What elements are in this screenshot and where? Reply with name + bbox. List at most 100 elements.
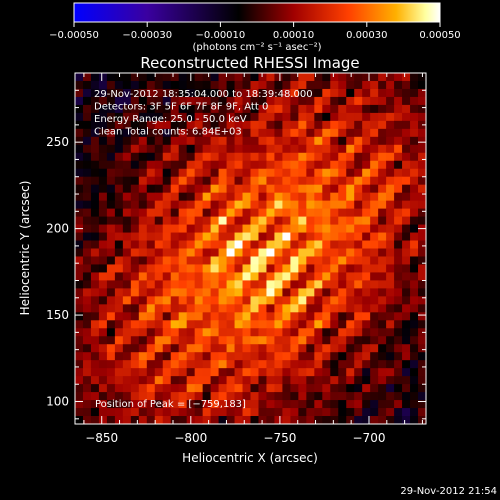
heatmap-pixel bbox=[202, 264, 212, 273]
heatmap-pixel bbox=[122, 80, 132, 90]
heatmap-pixel bbox=[322, 376, 331, 385]
heatmap-pixel bbox=[418, 392, 426, 401]
heatmap-pixel bbox=[346, 152, 355, 162]
heatmap-pixel bbox=[338, 192, 347, 202]
heatmap-pixel bbox=[162, 176, 172, 186]
heatmap-pixel bbox=[258, 320, 267, 329]
heatmap-pixel bbox=[106, 168, 116, 178]
heatmap-pixel bbox=[122, 368, 132, 377]
heatmap-pixel bbox=[394, 160, 403, 170]
heatmap-pixel bbox=[202, 376, 212, 385]
heatmap-pixel bbox=[242, 376, 251, 385]
heatmap-pixel bbox=[370, 216, 379, 226]
heatmap-pixel bbox=[346, 416, 355, 424]
heatmap-pixel bbox=[306, 280, 315, 289]
heatmap-pixel bbox=[226, 160, 236, 170]
heatmap-pixel bbox=[258, 288, 267, 297]
heatmap-pixel bbox=[346, 176, 355, 186]
heatmap-pixel bbox=[234, 208, 244, 218]
heatmap-pixel bbox=[410, 272, 419, 281]
heatmap-pixel bbox=[226, 400, 236, 409]
heatmap-pixel bbox=[282, 272, 291, 281]
heatmap-pixel bbox=[354, 248, 363, 257]
heatmap-pixel bbox=[178, 304, 188, 313]
heatmap-pixel bbox=[338, 408, 347, 417]
heatmap-pixel bbox=[218, 360, 228, 369]
heatmap-pixel bbox=[378, 328, 387, 337]
heatmap-pixel bbox=[330, 328, 339, 337]
heatmap-pixel bbox=[378, 352, 387, 361]
heatmap-pixel bbox=[330, 248, 339, 257]
heatmap-pixel bbox=[178, 80, 188, 90]
heatmap-pixel bbox=[338, 328, 347, 337]
heatmap-pixel bbox=[282, 336, 291, 345]
heatmap-pixel bbox=[122, 264, 132, 273]
heatmap-pixel bbox=[114, 264, 124, 273]
heatmap-pixel bbox=[202, 272, 212, 281]
heatmap-pixel bbox=[394, 80, 403, 90]
heatmap-pixel bbox=[154, 144, 164, 154]
heatmap-pixel bbox=[210, 392, 220, 401]
heatmap-pixel bbox=[82, 352, 92, 361]
heatmap-pixel bbox=[354, 176, 363, 186]
heatmap-pixel bbox=[170, 248, 180, 257]
heatmap-pixel bbox=[314, 280, 323, 289]
heatmap-pixel bbox=[290, 200, 299, 210]
heatmap-pixel bbox=[234, 104, 244, 114]
heatmap-pixel bbox=[354, 272, 363, 281]
x-tick-label: −750 bbox=[263, 431, 296, 445]
heatmap-pixel bbox=[194, 248, 204, 257]
heatmap-pixel bbox=[234, 232, 244, 242]
heatmap-pixel bbox=[250, 224, 259, 234]
heatmap-pixel bbox=[130, 248, 140, 257]
heatmap-pixel bbox=[75, 344, 84, 353]
heatmap-pixel bbox=[258, 384, 267, 393]
heatmap-pixel bbox=[90, 320, 100, 329]
heatmap-pixel bbox=[418, 296, 426, 305]
heatmap-pixel bbox=[234, 73, 244, 82]
heatmap-pixel bbox=[290, 248, 299, 257]
heatmap-pixel bbox=[354, 184, 363, 194]
heatmap-pixel bbox=[186, 104, 196, 114]
heatmap-pixel bbox=[186, 176, 196, 186]
heatmap-pixel bbox=[354, 336, 363, 345]
heatmap-pixel bbox=[218, 320, 228, 329]
heatmap-pixel bbox=[98, 208, 108, 218]
heatmap-pixel bbox=[170, 136, 180, 146]
heatmap-pixel bbox=[242, 320, 251, 329]
heatmap-pixel bbox=[122, 160, 132, 170]
heatmap-pixel bbox=[202, 96, 212, 106]
heatmap-pixel bbox=[298, 336, 307, 345]
heatmap-pixel bbox=[82, 168, 92, 178]
heatmap-pixel bbox=[226, 112, 236, 122]
heatmap-pixel bbox=[338, 280, 347, 289]
heatmap-pixel bbox=[162, 328, 172, 337]
heatmap-pixel bbox=[386, 336, 395, 345]
heatmap-pixel bbox=[330, 240, 339, 249]
heatmap-pixel bbox=[266, 392, 275, 401]
heatmap-pixel bbox=[138, 112, 148, 122]
heatmap-pixel bbox=[130, 112, 140, 122]
heatmap-pixel bbox=[370, 96, 379, 106]
heatmap-pixel bbox=[82, 336, 92, 345]
annotation-line: Detectors: 3F 5F 6F 7F 8F 9F, Att 0 bbox=[94, 102, 268, 113]
heatmap-pixel bbox=[194, 240, 204, 249]
heatmap-pixel bbox=[266, 104, 275, 114]
heatmap-pixel bbox=[362, 120, 371, 130]
heatmap-pixel bbox=[226, 152, 236, 162]
heatmap-pixel bbox=[410, 96, 419, 106]
heatmap-pixel bbox=[250, 104, 259, 114]
heatmap-pixel bbox=[210, 296, 220, 305]
heatmap-pixel bbox=[75, 96, 84, 106]
heatmap-pixel bbox=[154, 184, 164, 194]
heatmap-pixel bbox=[322, 368, 331, 377]
heatmap-pixel bbox=[346, 88, 355, 98]
heatmap-pixel bbox=[234, 240, 244, 249]
heatmap-pixel bbox=[122, 73, 132, 82]
heatmap-pixel bbox=[122, 88, 132, 98]
heatmap-pixel bbox=[346, 248, 355, 257]
heatmap-pixel bbox=[234, 136, 244, 146]
heatmap-pixel bbox=[98, 280, 108, 289]
heatmap-pixel bbox=[306, 352, 315, 361]
heatmap-pixel bbox=[370, 176, 379, 186]
